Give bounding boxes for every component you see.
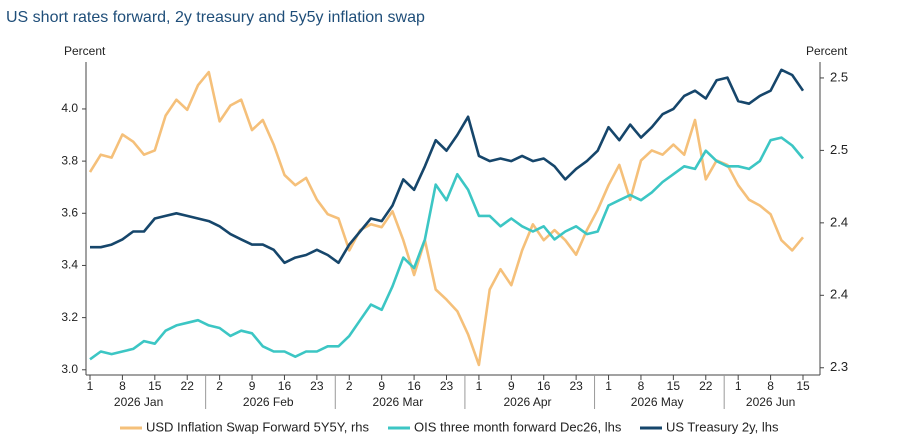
x-tick-label: 23: [310, 379, 324, 393]
x-tick-label: 16: [407, 379, 421, 393]
y-tick-label: 3.2: [61, 310, 78, 324]
x-tick-label: 9: [249, 379, 256, 393]
x-tick-label: 16: [278, 379, 292, 393]
y-tick-label: 3.0: [61, 362, 78, 376]
x-tick-label: 16: [537, 379, 551, 393]
x-tick-label: 15: [796, 379, 810, 393]
series-line: [89, 136, 804, 361]
x-tick-label: 9: [508, 379, 515, 393]
x-tick-label: 2: [346, 379, 353, 393]
y2-tick-label: 2.5: [830, 69, 848, 84]
legend-label: USD Inflation Swap Forward 5Y5Y, rhs: [146, 419, 370, 434]
x-tick-label: 8: [119, 379, 126, 393]
x-tick-label: 1: [476, 379, 483, 393]
chart-title: US short rates forward, 2y treasury and …: [6, 9, 425, 26]
legend-label: US Treasury 2y, lhs: [666, 419, 779, 434]
x-tick-label: 1: [605, 379, 612, 393]
x-tick-label: 1: [735, 379, 742, 393]
x-tick-label: 22: [181, 379, 195, 393]
y-tick-label: 4.0: [61, 101, 78, 115]
y-tick-label: 3.4: [61, 258, 78, 272]
y-axis-label: Percent: [64, 44, 106, 58]
month-label: 2026 Apr: [503, 395, 551, 409]
y2-tick-label: 2.3: [830, 359, 848, 374]
month-label: 2026 Feb: [243, 395, 294, 409]
x-tick-label: 1: [87, 379, 94, 393]
x-tick-label: 8: [638, 379, 645, 393]
x-tick-label: 8: [767, 379, 774, 393]
y2-tick-label: 2.5: [830, 142, 848, 157]
x-tick-label: 15: [667, 379, 681, 393]
x-tick-label: 22: [699, 379, 713, 393]
month-label: 2026 May: [631, 395, 684, 409]
month-label: 2026 Jun: [746, 395, 795, 409]
month-label: 2026 Mar: [373, 395, 424, 409]
y-tick-label: 3.8: [61, 153, 78, 167]
x-tick-label: 23: [440, 379, 454, 393]
y2-tick-label: 2.4: [830, 287, 848, 302]
x-tick-label: 9: [378, 379, 385, 393]
x-tick-label: 23: [569, 379, 583, 393]
x-tick-label: 2: [216, 379, 223, 393]
x-tick-label: 15: [148, 379, 162, 393]
legend-label: OIS three month forward Dec26, lhs: [414, 419, 622, 434]
series-line: [90, 68, 805, 265]
y-tick-label: 3.6: [61, 205, 78, 219]
y2-tick-label: 2.4: [830, 214, 848, 229]
series-line: [88, 70, 805, 367]
y2-axis-label: Percent: [806, 44, 848, 58]
month-label: 2026 Jan: [114, 395, 163, 409]
